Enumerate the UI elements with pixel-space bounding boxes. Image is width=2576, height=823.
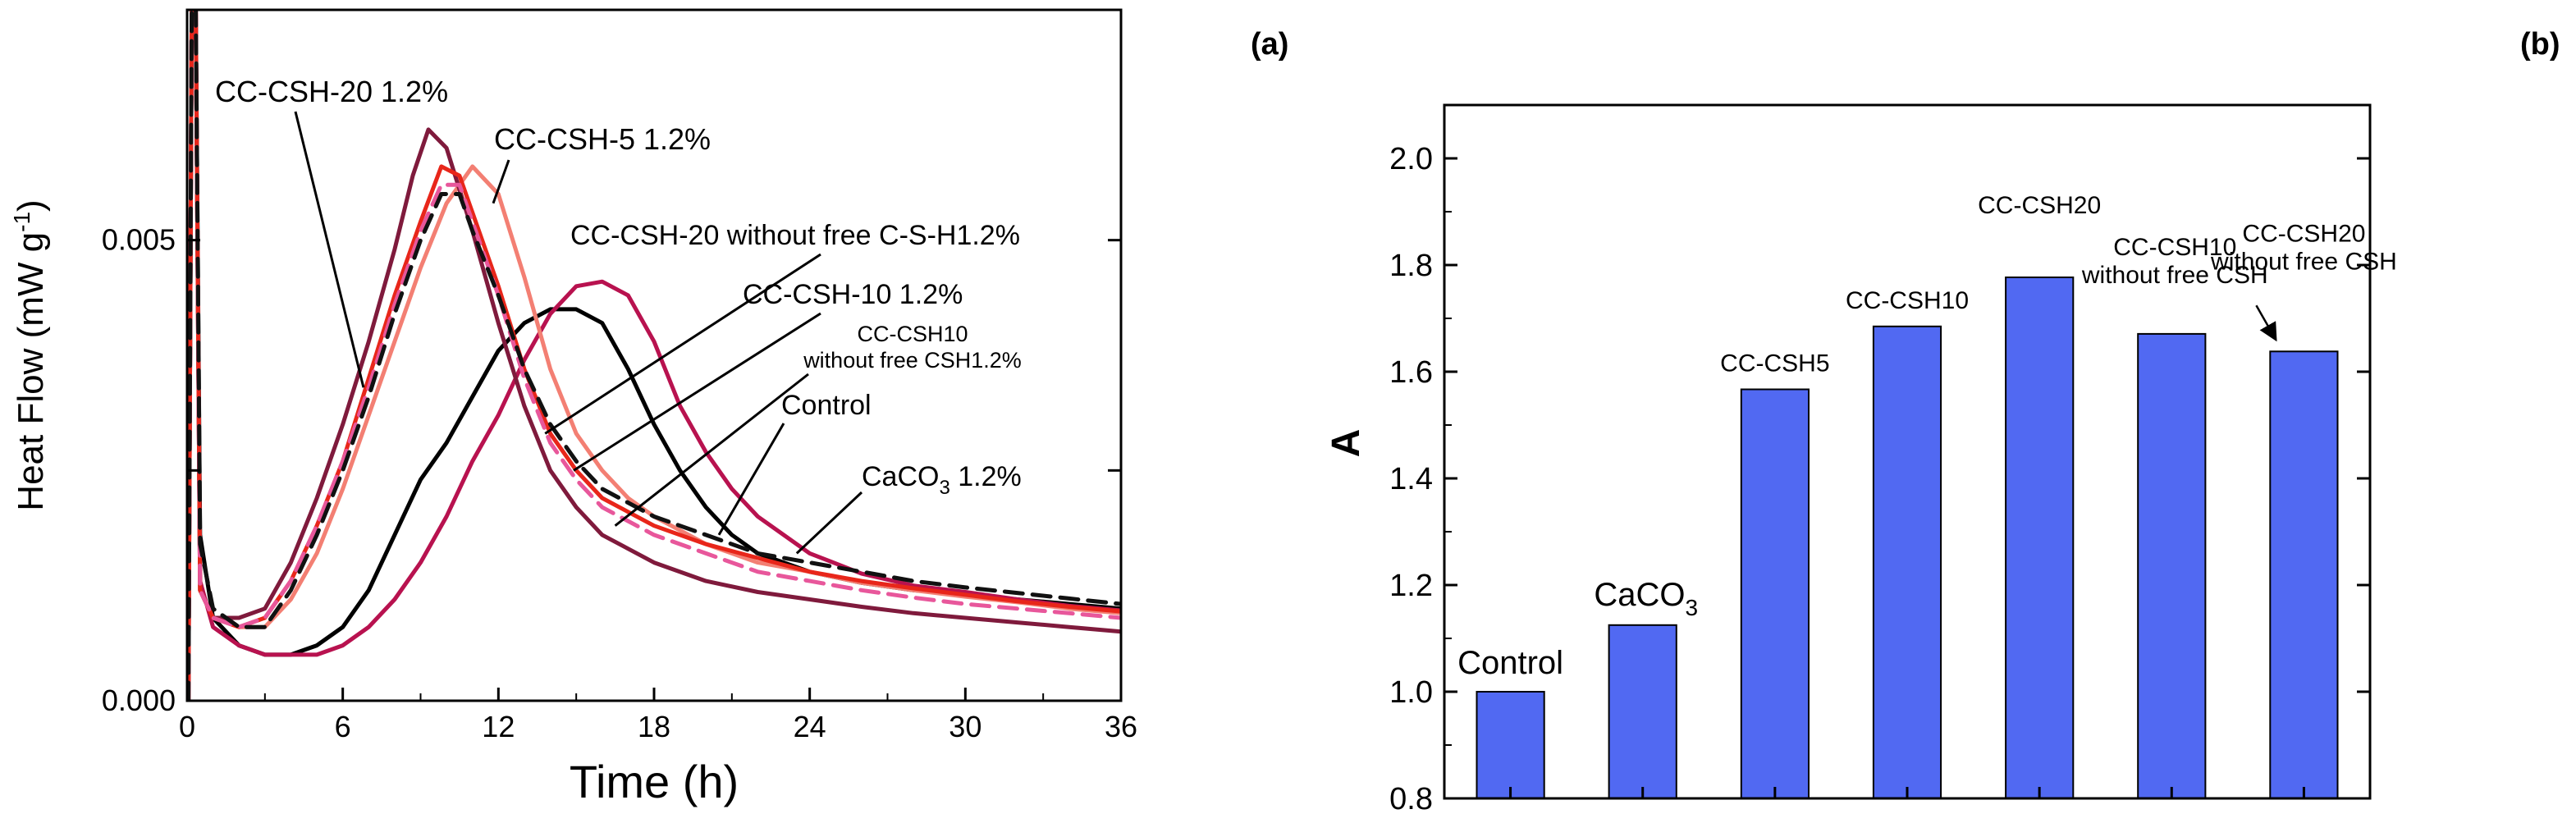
bar-labels: ControlCaCO3CC-CSH5CC-CSH10CC-CSH20CC-CS… bbox=[1457, 192, 2397, 681]
y-tick-label-b: 2.0 bbox=[1389, 142, 1433, 176]
y-tick-label-b: 1.6 bbox=[1389, 355, 1433, 390]
bar-cc-csh20 bbox=[2005, 277, 2075, 799]
y-tick-label-a: 0.005 bbox=[102, 223, 176, 257]
annotation-caco3-1-2: CaCO3 1.2% bbox=[862, 461, 1022, 499]
annotation-leader bbox=[717, 423, 785, 536]
annotation-leader bbox=[294, 111, 365, 388]
bar-cc-csh10-without-free-csh bbox=[2137, 332, 2207, 799]
y-tick-label-b: 1.8 bbox=[1389, 249, 1433, 283]
annotation-line: without free CSH1.2% bbox=[803, 348, 1022, 373]
bars bbox=[1476, 277, 2339, 800]
bar-label-caco3: CaCO3 bbox=[1594, 577, 1698, 620]
x-tick-label-a: 24 bbox=[794, 710, 826, 743]
bar-cc-csh20-without-free-csh bbox=[2269, 350, 2339, 799]
annotation-control: Control bbox=[781, 390, 872, 421]
bar-label-cc-csh20: CC-CSH20 bbox=[1978, 192, 2101, 219]
bar-label-sub: 3 bbox=[1685, 595, 1698, 620]
bar-label-line: without free CSH bbox=[2081, 262, 2268, 289]
x-tick-label-a: 36 bbox=[1105, 710, 1137, 743]
annotation-cc-csh-20-1-2: CC-CSH-20 1.2% bbox=[215, 75, 448, 108]
annotation-sub: 3 bbox=[939, 477, 949, 499]
bar-label-line: CC-CSH10 bbox=[2113, 234, 2236, 261]
annotation-leader bbox=[573, 312, 821, 472]
annotation-cc-csh-20-without-free-c-s-h1-2: CC-CSH-20 without free C-S-H1.2% bbox=[570, 220, 1020, 251]
bar-control bbox=[1476, 691, 1545, 799]
y-tick-label-b: 1.2 bbox=[1389, 569, 1433, 603]
bar-label-line: CC-CSH10 bbox=[1846, 287, 1969, 314]
bar-cc-csh10 bbox=[1872, 325, 1942, 800]
y-axis-label-sup: -1 bbox=[9, 212, 34, 232]
chart-b: 0.8 1.0 1.2 1.4 1.6 1.8 2.0 Control CaCO3 CC-CSH… bbox=[1325, 103, 2397, 816]
annotation-cc-csh10-without-free-csh1-2: CC-CSH10 without free CSH1.2% bbox=[803, 322, 1022, 373]
series-line-cc-csh-20-without-free-c-s-h1-2 bbox=[187, 10, 1121, 701]
annotation-cc-csh-10-1-2: CC-CSH-10 1.2% bbox=[743, 279, 963, 310]
annotation-labels: CC-CSH-20 1.2% CC-CSH-5 1.2% CC-CSH-20 wit… bbox=[215, 75, 1022, 499]
y-tick-label-a: 0.000 bbox=[102, 684, 176, 717]
x-tick-label-a: 12 bbox=[482, 710, 515, 743]
y-tick-label-b: 1.0 bbox=[1389, 675, 1433, 710]
annotation-leader bbox=[492, 159, 510, 204]
panel-label-b: (b) bbox=[2520, 27, 2560, 62]
y-axis-label-main: Heat Flow (mW g bbox=[11, 232, 51, 511]
y-tick-label-b: 0.8 bbox=[1389, 782, 1433, 816]
annotation-leader bbox=[795, 491, 863, 555]
bar-label-line: CC-CSH20 bbox=[1978, 192, 2101, 219]
y-axis-label-close: ) bbox=[11, 199, 51, 212]
bar-label-line: CC-CSH20 bbox=[2242, 220, 2365, 247]
annotation-main: CaCO bbox=[862, 461, 939, 492]
bar-label-cc-csh10: CC-CSH10 bbox=[1846, 287, 1969, 314]
annotation-leaders bbox=[294, 111, 863, 555]
axes-b: 0.8 1.0 1.2 1.4 1.6 1.8 2.0 bbox=[1389, 142, 2370, 816]
bar-caco3 bbox=[1608, 624, 1677, 800]
y-axis-label-b: A bbox=[1325, 429, 1368, 458]
annotation-line: CC-CSH10 bbox=[857, 322, 968, 346]
bar-label-arrow bbox=[2255, 304, 2277, 342]
bar-label-line: without free CSH bbox=[2210, 248, 2397, 275]
x-tick-label-a: 30 bbox=[949, 710, 981, 743]
axes-a: 0 6 12 18 24 30 36 0.000 0.005 bbox=[102, 223, 1137, 743]
bar-label-line: CC-CSH5 bbox=[1720, 350, 1829, 377]
panel-label-a: (a) bbox=[1251, 27, 1288, 62]
bar-label-line: Control bbox=[1457, 645, 1563, 681]
bar-label-cc-csh20-without-free-csh: CC-CSH20 without free CSH bbox=[2210, 220, 2397, 275]
x-axis-label-a: Time (h) bbox=[570, 756, 739, 807]
bar-label-main: CaCO bbox=[1594, 577, 1685, 613]
x-tick-label-a: 18 bbox=[638, 710, 670, 743]
x-tick-label-a: 0 bbox=[179, 710, 195, 743]
y-tick-label-b: 1.4 bbox=[1389, 462, 1433, 496]
annotation-leader bbox=[614, 373, 809, 527]
annotation-leader bbox=[544, 253, 821, 435]
annotation-cc-csh-5-1-2: CC-CSH-5 1.2% bbox=[494, 122, 711, 156]
bar-label-cc-csh5: CC-CSH5 bbox=[1720, 350, 1829, 377]
series-lines bbox=[187, 10, 1121, 701]
bar-label-control: Control bbox=[1457, 645, 1563, 681]
bar-cc-csh5 bbox=[1740, 388, 1810, 799]
bar-label-cc-csh10-without-free-csh: CC-CSH10 without free CSH bbox=[2081, 234, 2268, 289]
series-line-cc-csh10-without-free-csh1-2 bbox=[187, 10, 1121, 701]
y-axis-label-a: Heat Flow (mW g-1) bbox=[9, 199, 51, 510]
x-tick-label-a: 6 bbox=[335, 710, 351, 743]
annotation-rest: 1.2% bbox=[950, 461, 1022, 492]
